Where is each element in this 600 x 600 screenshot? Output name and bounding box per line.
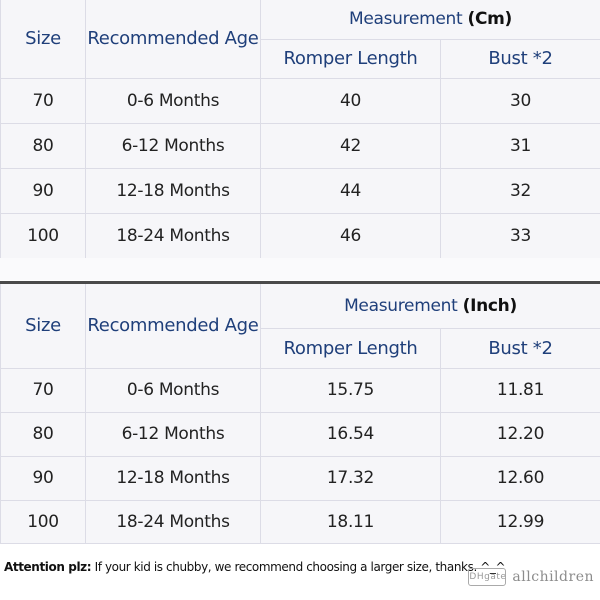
length-cell: 46	[260, 212, 441, 259]
bust-cell: 12.20	[439, 411, 600, 457]
attention-text: If your kid is chubby, we recommend choo…	[91, 560, 506, 574]
size-chart-cm-table: Size Recommended Age Measurement (Cm) Ro…	[0, 0, 600, 259]
size-cell: 70	[0, 367, 86, 413]
table-row: 100 18-24 Months 46 33	[0, 212, 600, 259]
size-cell: 100	[0, 212, 86, 259]
size-header: Size	[0, 0, 86, 79]
length-cell: 16.54	[260, 411, 441, 457]
size-cell: 100	[0, 499, 86, 544]
bust-cell: 12.99	[439, 499, 600, 544]
store-watermark: DHgate allchildren	[468, 568, 594, 586]
recommended-age-header: Recommended Age	[85, 0, 261, 79]
bust-cell: 11.81	[439, 367, 600, 413]
length-cell: 15.75	[260, 367, 441, 413]
table-row: 70 0-6 Months 40 30	[0, 77, 600, 124]
bust-cell: 33	[440, 212, 600, 259]
age-cell: 0-6 Months	[85, 77, 261, 124]
bust-header: Bust *2	[440, 38, 600, 79]
measurement-group-header: Measurement (Inch)	[259, 284, 600, 329]
romper-length-header: Romper Length	[260, 327, 441, 369]
attention-note: Attention plz: If your kid is chubby, we…	[4, 560, 600, 582]
attention-label: Attention plz:	[4, 560, 92, 574]
size-cell: 80	[0, 411, 86, 457]
bust-header: Bust *2	[439, 327, 600, 369]
size-cell: 90	[0, 167, 86, 214]
age-cell: 0-6 Months	[85, 367, 261, 413]
age-cell: 12-18 Months	[85, 167, 261, 214]
bust-cell: 12.60	[439, 455, 600, 501]
measurement-group-header: Measurement (Cm)	[260, 0, 600, 40]
table-row: 80 6-12 Months 16.54 12.20	[0, 411, 600, 457]
bust-cell: 31	[440, 122, 600, 169]
length-cell: 42	[260, 122, 441, 169]
table-row: 90 12-18 Months 44 32	[0, 167, 600, 214]
watermark-text: allchildren	[512, 569, 594, 585]
table-row: 80 6-12 Months 42 31	[0, 122, 600, 169]
size-cell: 70	[0, 77, 86, 124]
measurement-unit: (Inch)	[462, 295, 518, 316]
section-divider	[0, 281, 600, 284]
age-cell: 18-24 Months	[85, 212, 261, 259]
length-cell: 44	[260, 167, 441, 214]
measurement-unit: (Cm)	[467, 9, 513, 30]
length-cell: 18.11	[260, 499, 441, 544]
age-cell: 18-24 Months	[85, 499, 261, 544]
recommended-age-header: Recommended Age	[85, 284, 261, 369]
romper-length-header: Romper Length	[260, 38, 441, 79]
table-spacer	[0, 258, 600, 280]
size-chart-inch-table: Size Recommended Age Measurement (Inch) …	[0, 284, 600, 544]
table-row: 100 18-24 Months 18.11 12.99	[0, 499, 600, 544]
age-cell: 6-12 Months	[85, 411, 261, 457]
age-cell: 12-18 Months	[85, 455, 261, 501]
table-row: 70 0-6 Months 15.75 11.81	[0, 367, 600, 413]
size-header: Size	[0, 284, 86, 369]
length-cell: 17.32	[260, 455, 441, 501]
measurement-label: Measurement	[344, 295, 458, 316]
length-cell: 40	[260, 77, 441, 124]
age-cell: 6-12 Months	[85, 122, 261, 169]
measurement-label: Measurement	[348, 9, 463, 30]
size-cell: 90	[0, 455, 86, 501]
size-cell: 80	[0, 122, 86, 169]
bust-cell: 32	[440, 167, 600, 214]
table-row: 90 12-18 Months 17.32 12.60	[0, 455, 600, 501]
bust-cell: 30	[440, 77, 600, 124]
dhgate-logo-icon: DHgate	[468, 568, 507, 586]
